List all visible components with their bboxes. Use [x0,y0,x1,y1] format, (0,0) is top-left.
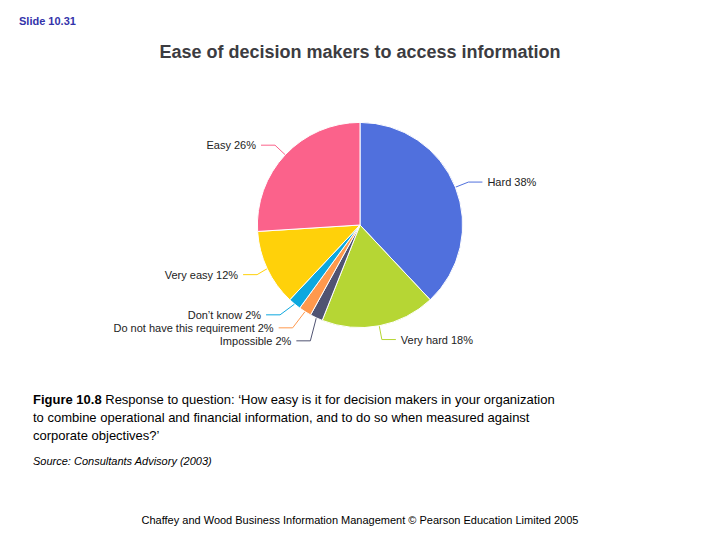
svg-text:Easy 26%: Easy 26% [206,139,256,151]
svg-text:Hard 38%: Hard 38% [487,176,536,188]
svg-text:to combine operational and fin: to combine operational and financial inf… [33,410,533,425]
svg-text:Ease of decision makers to acc: Ease of decision makers to access inform… [159,42,560,62]
svg-text:Source: Consultants Advisory (: Source: Consultants Advisory (2003) [33,455,212,467]
svg-text:Impossible 2%: Impossible 2% [220,335,292,347]
svg-text:Very easy 12%: Very easy 12% [165,269,239,281]
svg-text:Response to question: ‘How eas: Response to question: ‘How easy is it fo… [102,392,559,407]
svg-text:Chaffey and Wood Business Info: Chaffey and Wood Business Information Ma… [142,514,579,526]
svg-text:Do not have this requirement 2: Do not have this requirement 2% [113,322,273,334]
svg-text:Slide 10.31: Slide 10.31 [19,15,76,27]
svg-text:Figure 10.8: Figure 10.8 [33,392,102,407]
svg-text:Don’t know 2%: Don’t know 2% [188,309,262,321]
svg-text:corporate objectives?’: corporate objectives?’ [33,428,160,443]
svg-text:Very hard 18%: Very hard 18% [401,334,473,346]
